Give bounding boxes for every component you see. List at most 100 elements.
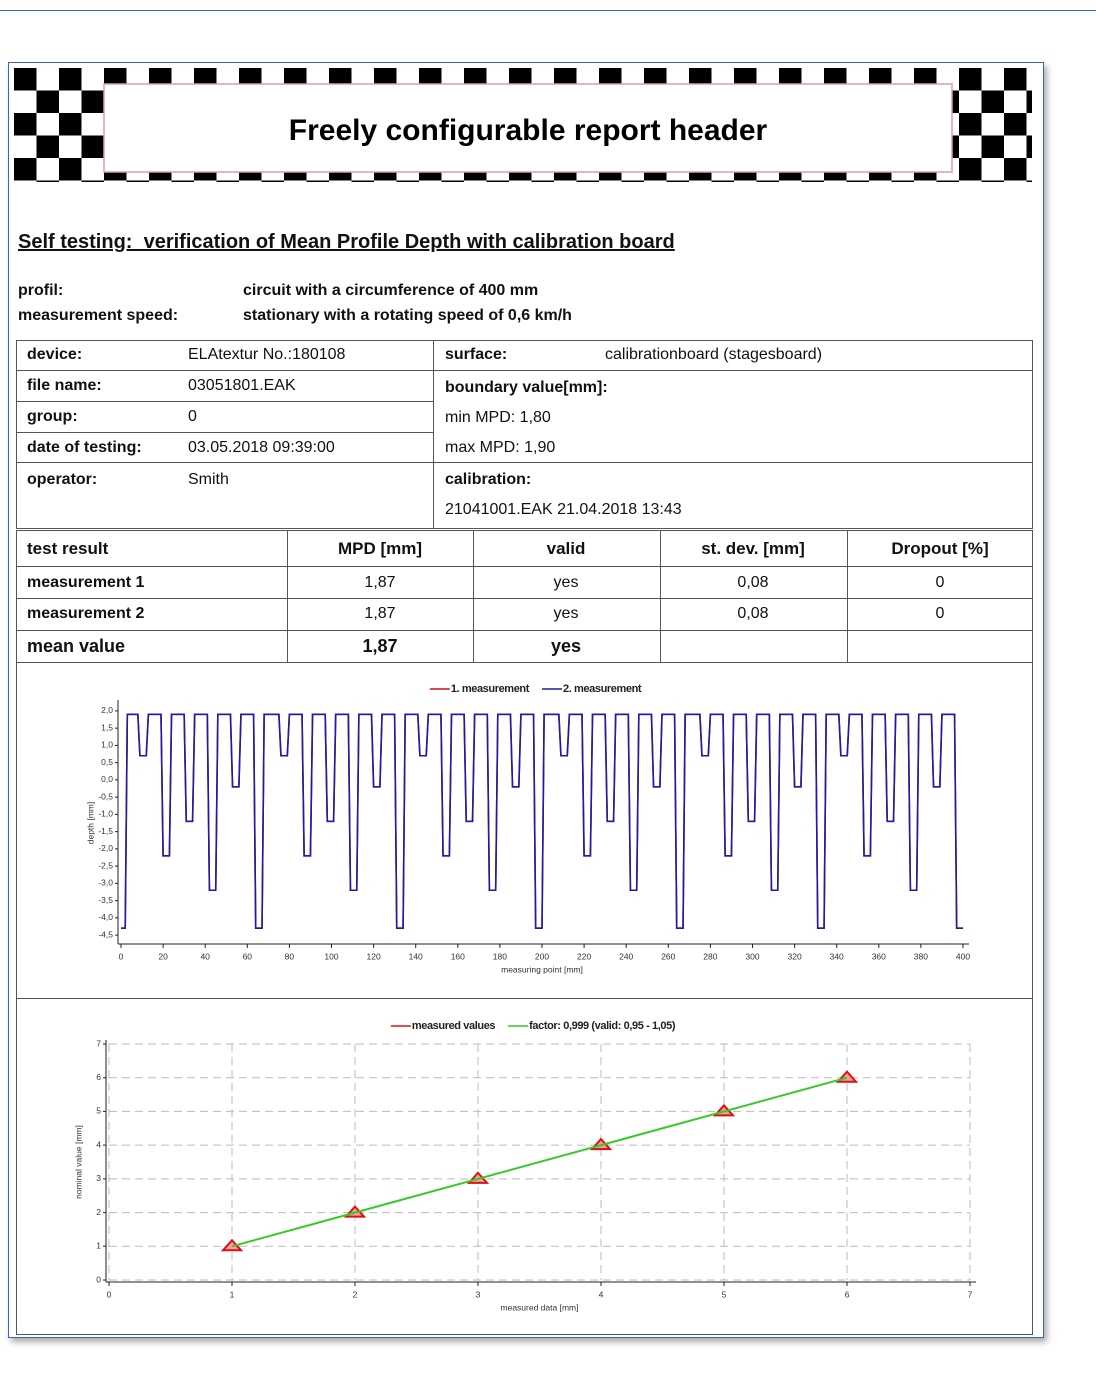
y-tick-label: -2,5 [98, 860, 113, 870]
cell: 0,08 [737, 573, 768, 593]
row-label: mean value [27, 636, 125, 656]
x-tick-label: 340 [830, 951, 844, 961]
column-header: valid [547, 539, 586, 559]
info-value: 03051801.EAK [188, 376, 296, 396]
x-tick-label: 1 [230, 1289, 235, 1299]
y-tick-label: 4 [96, 1139, 101, 1149]
column-header: MPD [mm] [338, 539, 422, 559]
x-tick-label: 60 [243, 951, 253, 961]
y-tick-label: -2,0 [98, 843, 113, 853]
cell: yes [554, 604, 579, 624]
y-tick-label: 0 [96, 1274, 101, 1284]
y-tick-label: 7 [96, 1038, 101, 1048]
y-tick-label: -1,5 [98, 826, 113, 836]
x-axis-label: measured data [mm] [501, 1302, 579, 1312]
profile-chart: 2,01,51,00,50,0-0,5-1,0-1,5-2,0-2,5-3,0-… [16, 662, 1032, 998]
y-tick-label: 1,0 [101, 740, 113, 750]
table-rule [287, 530, 288, 662]
row-label: measurement 1 [27, 573, 144, 593]
x-tick-label: 380 [914, 951, 928, 961]
cell: 1,87 [364, 573, 395, 593]
y-axis-label: nominal value [mm] [73, 1125, 83, 1199]
x-tick-label: 240 [619, 951, 633, 961]
table-rule [16, 462, 1032, 463]
table-rule [16, 598, 1032, 599]
x-tick-label: 0 [119, 951, 124, 961]
table-rule [660, 530, 661, 662]
row-label: measurement 2 [27, 604, 144, 624]
x-tick-label: 140 [409, 951, 423, 961]
setting-value: stationary with a rotating speed of 0,6 … [243, 306, 572, 326]
x-tick-label: 300 [745, 951, 759, 961]
y-tick-label: 2 [96, 1207, 101, 1217]
table-rule [16, 630, 1032, 631]
results-box [16, 530, 1033, 663]
x-tick-label: 220 [577, 951, 591, 961]
legend-label: measured values [412, 1020, 496, 1032]
x-tick-label: 100 [324, 951, 338, 961]
cell: 1,87 [364, 604, 395, 624]
y-tick-label: -1,0 [98, 809, 113, 819]
cell: 1,87 [362, 636, 397, 656]
x-tick-label: 260 [661, 951, 675, 961]
y-tick-label: -3,0 [98, 878, 113, 888]
legend-label: factor: 0,999 (valid: 0,95 - 1,05) [529, 1020, 676, 1032]
page: Freely configurable report header Self t… [0, 0, 1096, 1389]
cell: yes [551, 636, 581, 656]
cell: 0,08 [737, 604, 768, 624]
cell: yes [554, 573, 579, 593]
x-tick-label: 3 [476, 1289, 481, 1299]
series-line [232, 1078, 847, 1247]
x-tick-label: 5 [722, 1289, 727, 1299]
x-tick-label: 160 [451, 951, 465, 961]
table-rule [16, 401, 433, 402]
y-tick-label: -3,5 [98, 895, 113, 905]
column-header: st. dev. [mm] [701, 539, 805, 559]
y-tick-label: 1,5 [101, 722, 113, 732]
table-rule [847, 530, 848, 662]
x-tick-label: 6 [845, 1289, 850, 1299]
y-tick-label: 3 [96, 1173, 101, 1183]
x-tick-label: 7 [968, 1289, 973, 1299]
y-tick-label: -4,5 [98, 929, 113, 939]
info-label: operator: [27, 470, 97, 490]
info-value: 03.05.2018 09:39:00 [188, 438, 335, 458]
x-axis-label: measuring point [mm] [501, 964, 583, 974]
legend-label: 2. measurement [563, 683, 642, 695]
info-label: boundary value[mm]: [445, 378, 608, 398]
info-value: calibrationboard (stagesboard) [605, 345, 822, 365]
series-line [121, 714, 963, 928]
y-tick-label: 0,0 [101, 774, 113, 784]
report-header: Freely configurable report header [14, 68, 1032, 182]
y-tick-label: 1 [96, 1241, 101, 1251]
top-rule [0, 10, 1096, 11]
table-rule [16, 370, 1032, 371]
y-axis-label: depth [mm] [85, 802, 95, 845]
x-tick-label: 20 [158, 951, 168, 961]
heading: Self testing: verification of Mean Profi… [18, 232, 675, 252]
x-tick-label: 4 [599, 1289, 604, 1299]
info-label: calibration: [445, 470, 531, 490]
column-header: Dropout [%] [891, 539, 988, 559]
x-tick-label: 180 [493, 951, 507, 961]
info-label: file name: [27, 376, 102, 396]
info-value: ELAtextur No.:180108 [188, 345, 345, 365]
x-tick-label: 120 [367, 951, 381, 961]
x-tick-label: 360 [872, 951, 886, 961]
x-tick-label: 80 [285, 951, 295, 961]
table-rule [16, 566, 1032, 567]
info-value: Smith [188, 470, 229, 490]
x-tick-label: 320 [788, 951, 802, 961]
x-tick-label: 200 [535, 951, 549, 961]
x-tick-label: 2 [353, 1289, 358, 1299]
setting-label: profil: [18, 281, 63, 301]
x-tick-label: 40 [200, 951, 210, 961]
y-tick-label: 2,0 [101, 705, 113, 715]
y-tick-label: -0,5 [98, 791, 113, 801]
cell: 0 [936, 604, 945, 624]
cell: 0 [936, 573, 945, 593]
setting-value: circuit with a circumference of 400 mm [243, 281, 538, 301]
info-label: surface: [445, 345, 507, 365]
info-value: 21041001.EAK 21.04.2018 13:43 [445, 500, 682, 520]
